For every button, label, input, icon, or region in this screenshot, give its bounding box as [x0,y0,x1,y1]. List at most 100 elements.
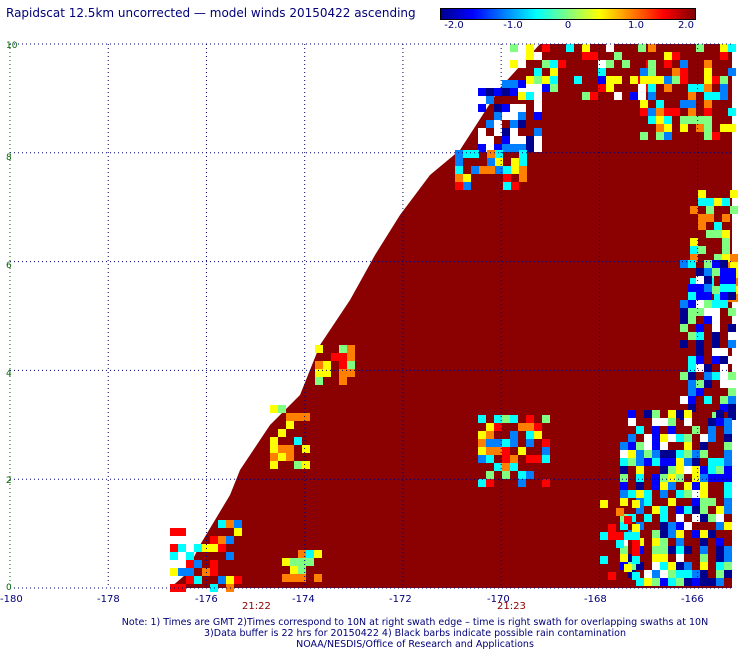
wind-diff-pixel [688,116,696,124]
wind-diff-pixel [282,558,290,566]
wind-diff-pixel [526,52,534,60]
wind-diff-pixel [664,76,672,84]
wind-diff-pixel [519,158,527,166]
wind-diff-pixel [479,166,487,174]
wind-diff-pixel [728,124,736,132]
wind-diff-pixel [722,214,730,222]
wind-diff-pixel [478,479,486,487]
wind-diff-pixel [600,500,608,508]
wind-diff-pixel [688,92,696,100]
wind-diff-pixel [478,88,486,96]
wind-diff-pixel [478,447,486,455]
wind-diff-pixel [690,206,698,214]
wind-diff-pixel [323,361,331,369]
wind-diff-pixel [728,396,736,404]
wind-diff-pixel [704,380,712,388]
wind-diff-pixel [728,332,736,340]
wind-diff-pixel [302,445,310,453]
wind-diff-pixel [692,458,700,466]
wind-diff-pixel [648,68,656,76]
wind-diff-pixel [714,286,722,294]
wind-diff-pixel [692,506,700,514]
wind-diff-pixel [455,150,463,158]
wind-diff-pixel [632,524,640,532]
wind-diff-pixel [684,482,692,490]
wind-diff-pixel [648,116,656,124]
wind-diff-pixel [660,506,668,514]
wind-diff-pixel [680,372,688,380]
wind-diff-pixel [660,418,668,426]
wind-diff-pixel [614,52,622,60]
wind-diff-pixel [668,546,676,554]
wind-diff-pixel [510,144,518,152]
wind-diff-pixel [622,60,630,68]
wind-diff-pixel [620,554,628,562]
wind-diff-pixel [518,104,526,112]
wind-diff-pixel [652,426,660,434]
wind-diff-pixel [534,128,542,136]
wind-diff-pixel [680,68,688,76]
wind-diff-pixel [696,340,704,348]
wind-diff-pixel [652,538,660,546]
wind-diff-pixel [302,413,310,421]
wind-diff-pixel [716,466,724,474]
wind-diff-pixel [494,120,502,128]
wind-diff-pixel [478,80,486,88]
wind-diff-pixel [487,166,495,174]
wind-diff-pixel [542,479,550,487]
x-tick-label: -170 [487,594,510,605]
wind-diff-pixel [692,490,700,498]
wind-diff-pixel [282,574,290,582]
wind-diff-pixel [286,445,294,453]
wind-diff-pixel [708,458,716,466]
wind-diff-pixel [664,116,672,124]
wind-diff-pixel [724,418,732,426]
wind-diff-pixel [728,412,736,420]
wind-diff-pixel [511,158,519,166]
wind-diff-pixel [704,92,712,100]
wind-diff-pixel [696,284,704,292]
wind-diff-pixel [668,418,676,426]
wind-diff-pixel [652,418,660,426]
wind-diff-pixel [668,578,676,586]
wind-diff-pixel [696,268,704,276]
wind-diff-pixel [526,76,534,84]
wind-diff-pixel [716,570,724,578]
swath-area [170,44,732,588]
wind-diff-pixel [676,506,684,514]
wind-diff-pixel [708,426,716,434]
wind-diff-pixel [730,262,738,270]
wind-diff-pixel [306,550,314,558]
wind-diff-pixel [526,44,534,52]
wind-diff-pixel [684,570,692,578]
wind-diff-pixel [339,361,347,369]
wind-diff-pixel [712,92,720,100]
wind-diff-pixel [620,442,628,450]
wind-diff-pixel [712,316,720,324]
wind-diff-pixel [510,415,518,423]
wind-diff-pixel [298,550,306,558]
wind-diff-pixel [728,380,736,388]
wind-diff-pixel [652,442,660,450]
wind-diff-pixel [270,437,278,445]
wind-diff-pixel [720,92,728,100]
wind-diff-pixel [620,466,628,474]
wind-diff-pixel [660,522,668,530]
wind-diff-pixel [648,92,656,100]
wind-diff-pixel [688,388,696,396]
wind-diff-pixel [700,474,708,482]
wind-diff-pixel [680,124,688,132]
wind-diff-pixel [624,532,632,540]
wind-diff-pixel [210,544,218,552]
wind-diff-pixel [696,292,704,300]
wind-diff-pixel [696,332,704,340]
wind-diff-pixel [518,144,526,152]
wind-diff-pixel [700,538,708,546]
wind-diff-pixel [716,578,724,586]
y-tick-label: 2 [6,476,12,486]
wind-diff-pixel [688,396,696,404]
wind-diff-pixel [688,300,696,308]
wind-diff-pixel [690,278,698,286]
wind-diff-pixel [347,369,355,377]
wind-diff-pixel [668,450,676,458]
